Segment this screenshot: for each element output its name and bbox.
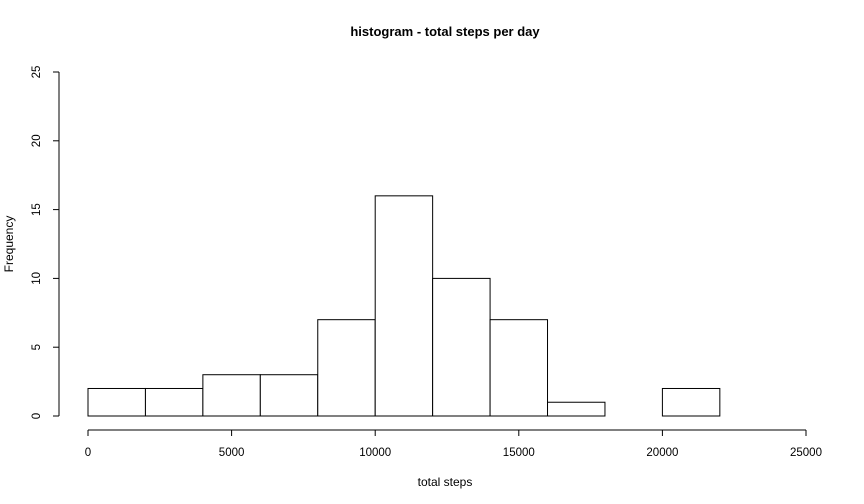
x-axis: 0 5000 10000 15000 20000 25000: [85, 429, 822, 459]
y-axis: 0 5 10 15 20 25: [31, 66, 60, 419]
y-tick-label: 25: [31, 66, 43, 79]
x-axis-label: total steps: [418, 475, 473, 489]
y-tick-label: 10: [31, 272, 43, 285]
histogram-bar-5: [374, 195, 434, 417]
y-tick-label: 5: [31, 344, 43, 350]
x-tick-label: 15000: [503, 447, 535, 459]
x-tick-label: 10000: [359, 447, 391, 459]
histogram-bar-7: [489, 319, 549, 417]
histogram-bar-6: [432, 277, 491, 417]
x-tick-label: 5000: [219, 447, 245, 459]
x-tick-label: 25000: [790, 447, 822, 459]
histogram-bar-2: [202, 374, 261, 417]
histogram-bar-8: [547, 401, 606, 417]
y-tick-label: 0: [31, 413, 43, 419]
y-tick-label: 15: [31, 203, 43, 216]
histogram-bar-1: [144, 387, 204, 417]
x-tick-label: 0: [85, 447, 91, 459]
histogram-bar-10: [661, 387, 721, 417]
x-tick-label: 20000: [646, 447, 678, 459]
histogram-bar-4: [317, 319, 376, 417]
histogram-bar-3: [259, 374, 319, 417]
chart-title: histogram - total steps per day: [350, 24, 540, 39]
y-tick-label: 20: [31, 134, 43, 147]
y-axis-label: Frequency: [2, 216, 16, 273]
histogram-bar-0: [87, 387, 146, 417]
bars-group: [87, 195, 721, 417]
